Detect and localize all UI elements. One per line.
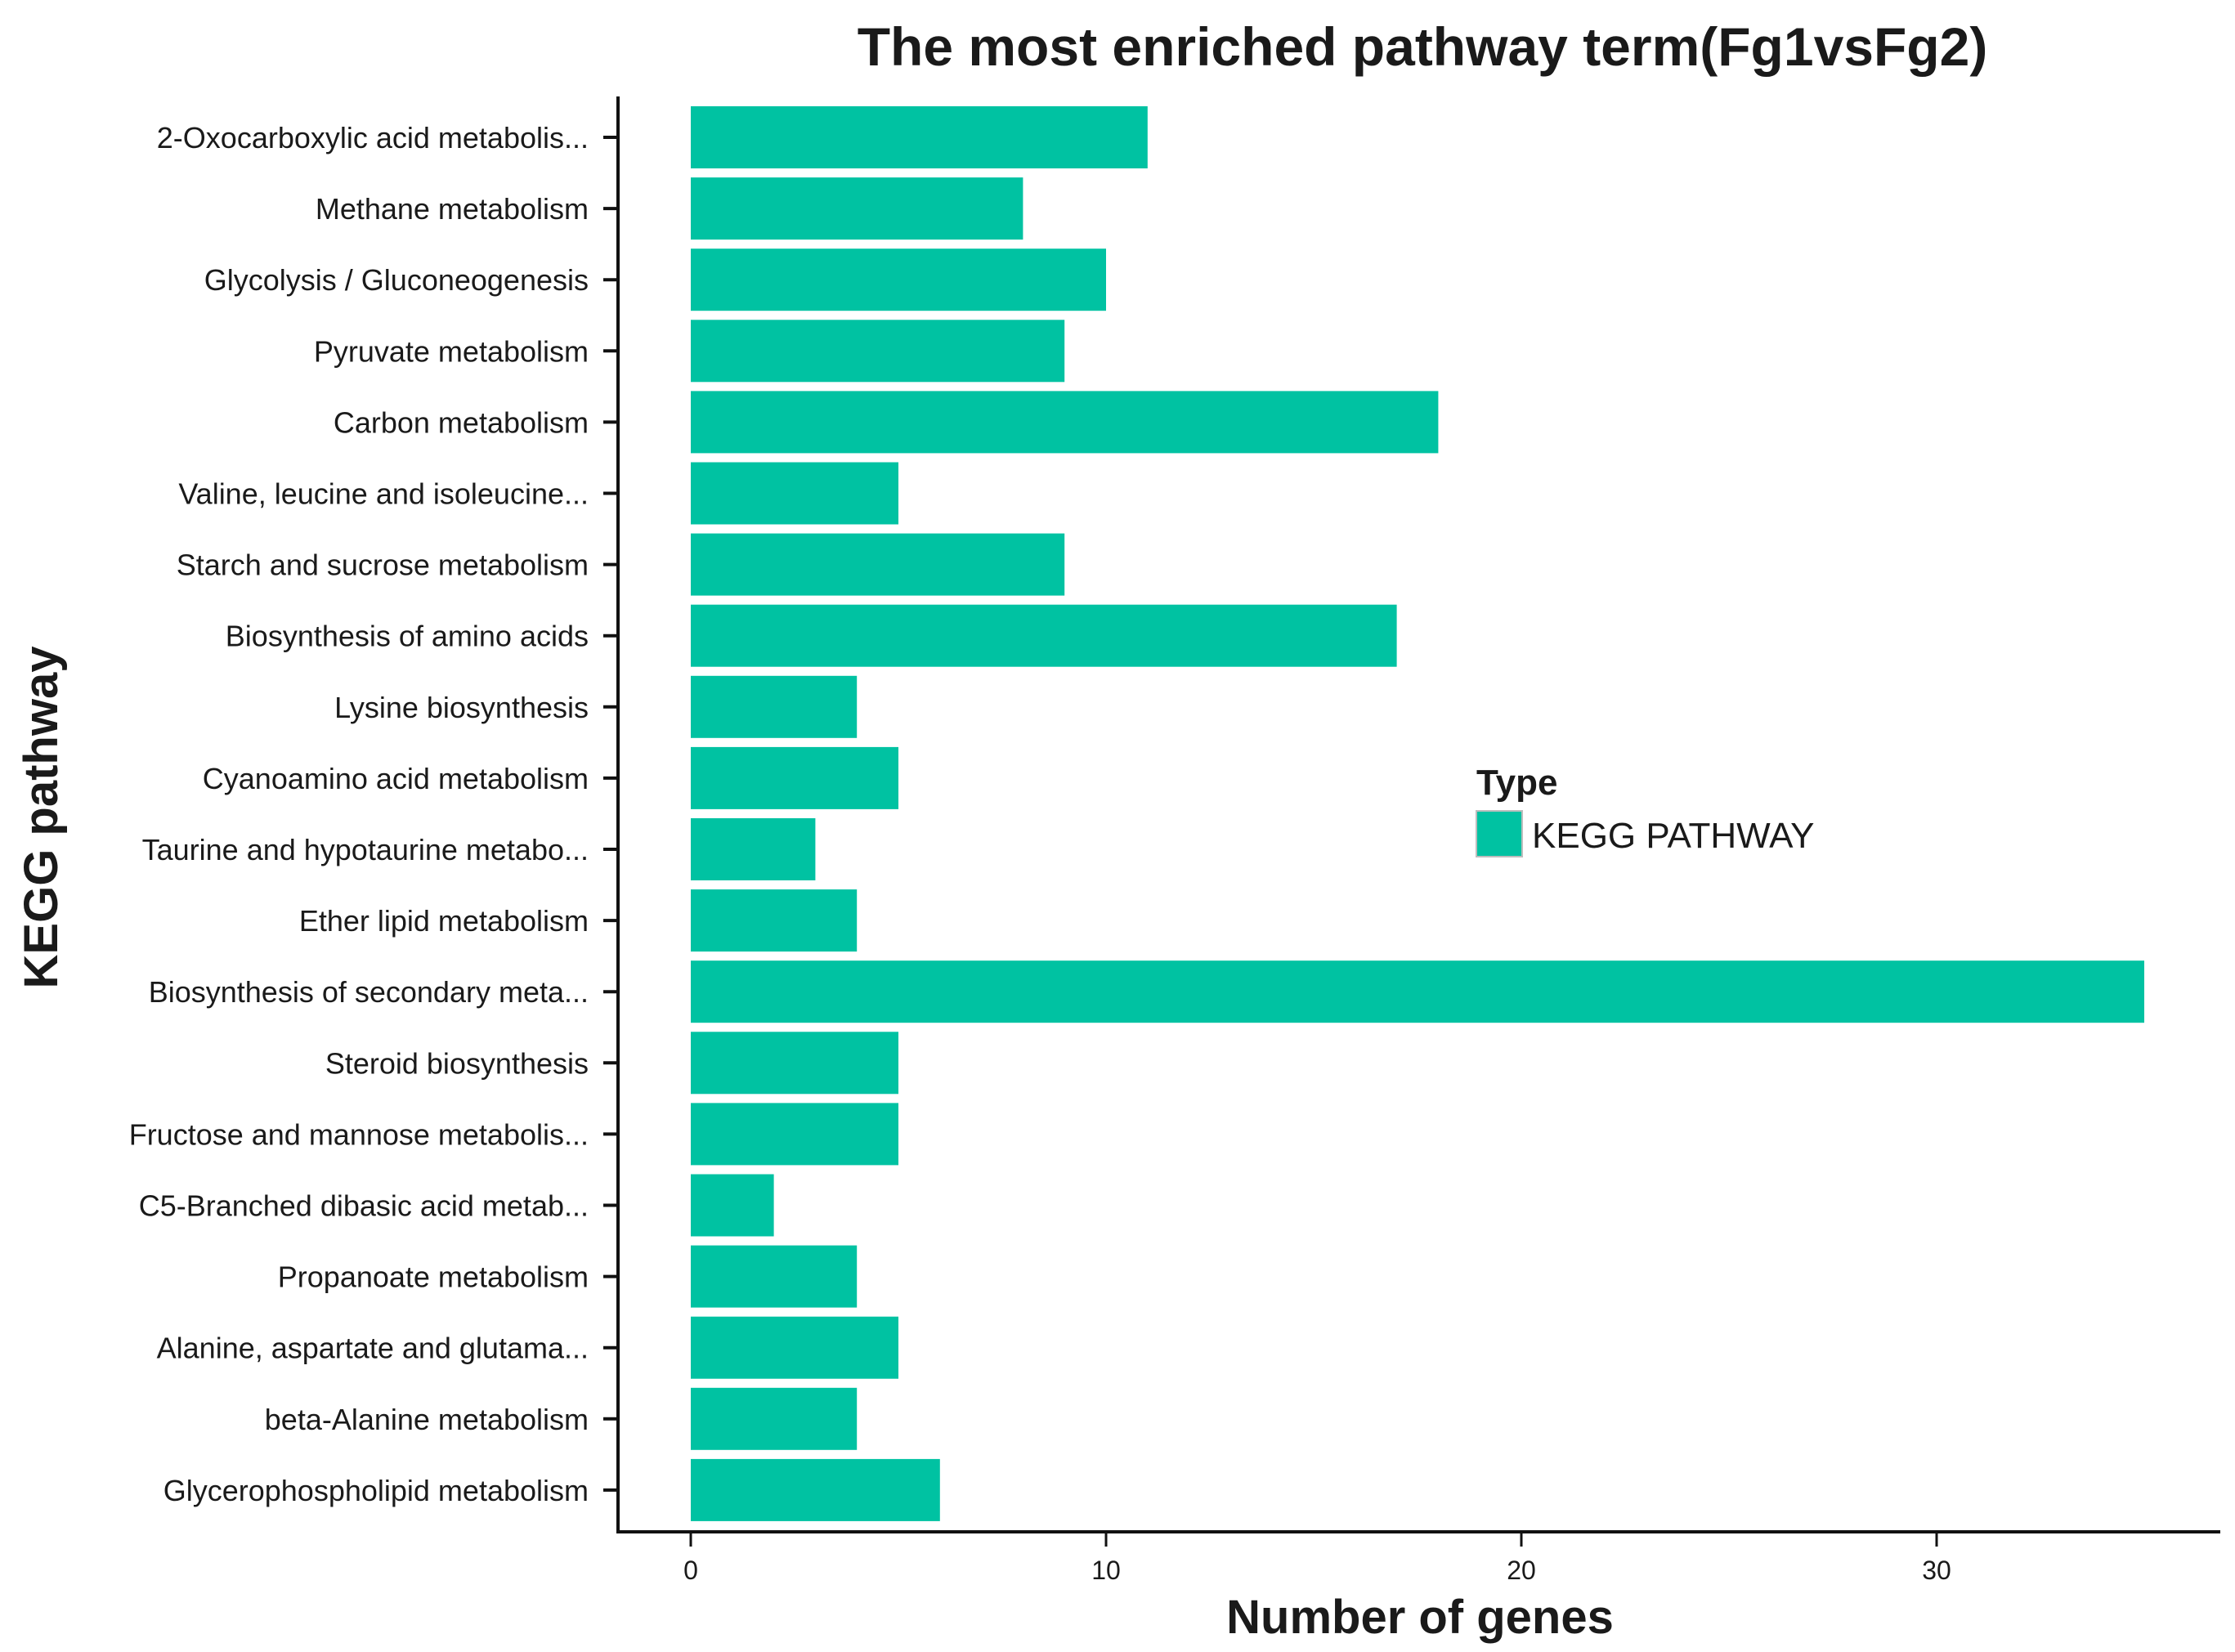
bar	[691, 746, 898, 809]
bar	[691, 1458, 940, 1521]
x-tick-label: 0	[683, 1556, 698, 1585]
x-axis-ticks: 0 10 20 30	[683, 1532, 1951, 1585]
bar	[691, 106, 1148, 168]
bar	[691, 1174, 774, 1237]
chart-title: The most enriched pathway term(Fg1vsFg2)	[858, 16, 1988, 77]
bar	[691, 1316, 898, 1379]
bar	[691, 248, 1106, 311]
bar	[691, 889, 858, 952]
bar	[691, 675, 858, 738]
category-label: Biosynthesis of amino acids	[226, 620, 589, 653]
x-axis-title: Number of genes	[1226, 1591, 1614, 1644]
category-label: Steroid biosynthesis	[325, 1046, 589, 1080]
y-axis-ticks: 2-Oxocarboxylic acid metabolis... Methane…	[129, 121, 618, 1507]
category-label: Carbon metabolism	[334, 405, 589, 439]
bar	[691, 604, 1397, 667]
category-label: Glycolysis / Gluconeogenesis	[204, 263, 589, 297]
bars-group	[691, 106, 2144, 1521]
bar	[691, 320, 1065, 383]
legend: Type KEGG PATHWAY	[1476, 763, 1815, 857]
legend-title: Type	[1476, 763, 1557, 803]
category-label: Propanoate metabolism	[278, 1260, 589, 1294]
bar	[691, 177, 1023, 240]
category-label: C5-Branched dibasic acid metab...	[139, 1189, 589, 1223]
x-tick-label: 30	[1922, 1556, 1951, 1585]
category-label: Biosynthesis of secondary meta...	[149, 975, 589, 1009]
bar	[691, 818, 816, 880]
category-label: Lysine biosynthesis	[334, 691, 589, 724]
bar	[691, 1103, 898, 1166]
category-label: Fructose and mannose metabolis...	[129, 1117, 589, 1151]
category-label: Ether lipid metabolism	[299, 904, 589, 938]
bar	[691, 960, 2144, 1023]
bar	[691, 533, 1065, 596]
category-label: Alanine, aspartate and glutama...	[157, 1332, 589, 1365]
bar	[691, 462, 898, 525]
category-label: 2-Oxocarboxylic acid metabolis...	[157, 121, 589, 154]
y-axis-title: KEGG pathway	[15, 647, 68, 989]
x-tick-label: 20	[1507, 1556, 1536, 1585]
legend-swatch	[1476, 810, 1523, 857]
category-label: Taurine and hypotaurine metabo...	[142, 833, 589, 866]
bar	[691, 391, 1439, 454]
bar	[691, 1245, 858, 1308]
category-label: Cyanoamino acid metabolism	[203, 762, 589, 795]
legend-label: KEGG PATHWAY	[1532, 816, 1815, 856]
category-label: Valine, leucine and isoleucine...	[178, 477, 589, 511]
bar	[691, 1387, 858, 1450]
category-label: Glycerophospholipid metabolism	[163, 1474, 589, 1507]
category-label: Starch and sucrose metabolism	[177, 548, 589, 582]
x-tick-label: 10	[1091, 1556, 1121, 1585]
bar	[691, 1032, 898, 1095]
category-label: beta-Alanine metabolism	[265, 1403, 589, 1436]
category-label: Pyruvate metabolism	[314, 334, 589, 368]
category-label: Methane metabolism	[316, 192, 589, 226]
